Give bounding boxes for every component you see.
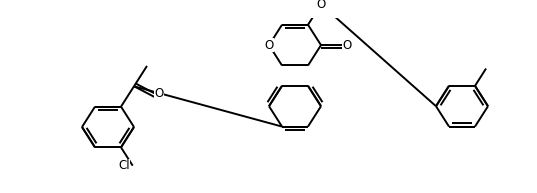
Text: O: O: [264, 39, 274, 52]
Text: O: O: [343, 39, 352, 52]
Text: O: O: [316, 0, 325, 11]
Text: Cl: Cl: [118, 159, 130, 172]
Text: O: O: [154, 86, 164, 100]
